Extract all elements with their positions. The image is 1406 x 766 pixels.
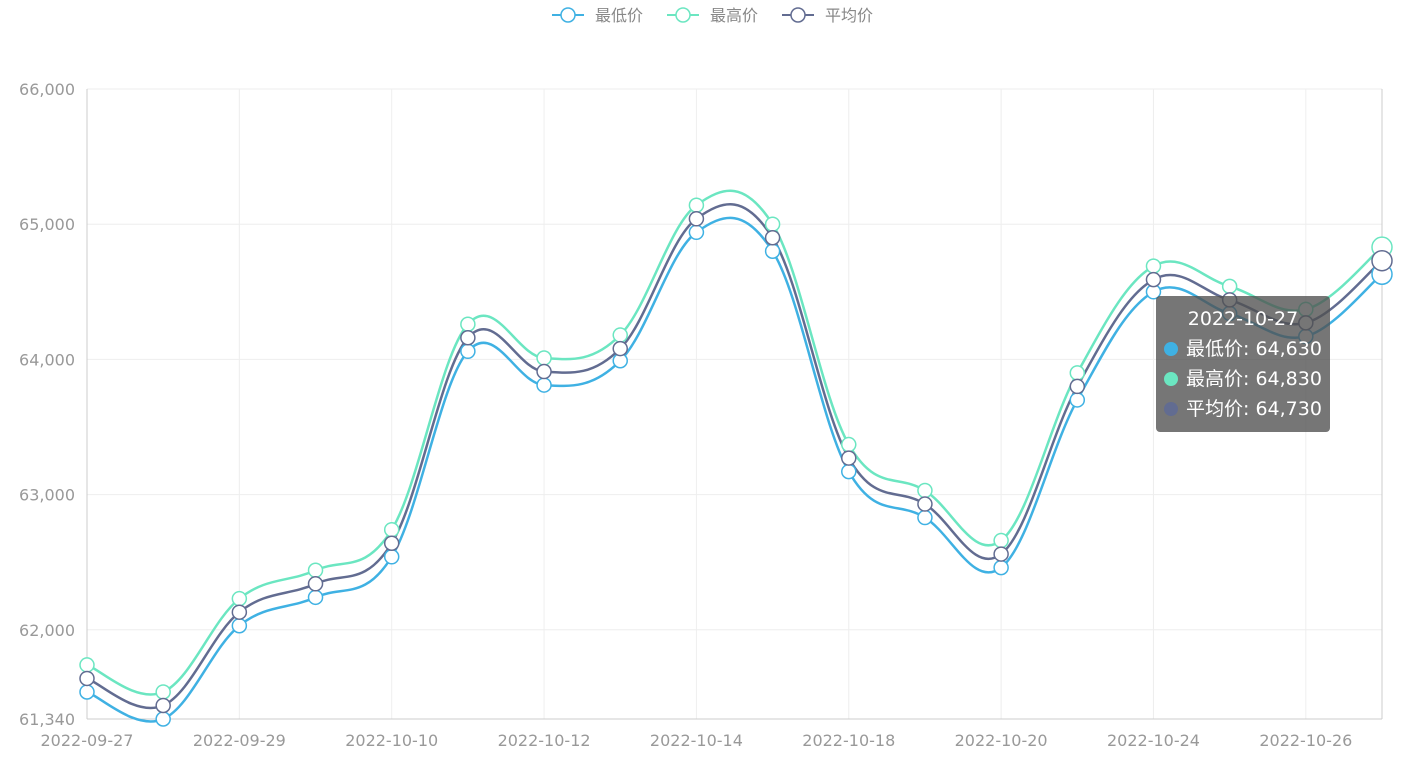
data-point-0: [688, 224, 705, 241]
series-line-1: [86, 189, 1383, 696]
tooltip-avg-marker: [1164, 402, 1178, 416]
x-tick-label: 2022-09-29: [193, 731, 286, 750]
data-point-1: [307, 562, 324, 579]
data-point-0: [79, 684, 95, 700]
data-point-0: [764, 243, 781, 259]
data-point-1: [155, 684, 171, 700]
x-tick-label: 2022-10-18: [802, 731, 895, 750]
data-point-0: [231, 617, 248, 634]
tooltip-min-marker: [1164, 342, 1178, 356]
legend-marker: [560, 7, 576, 23]
tooltip-min-text: 最低价: 64,630: [1186, 338, 1322, 360]
data-point-0: [383, 549, 400, 565]
data-point-1: [1221, 278, 1238, 295]
y-tick-label: 61,340: [19, 710, 75, 729]
x-tick-label: 2022-10-20: [955, 731, 1048, 750]
data-point-0: [1069, 392, 1086, 408]
y-tick-label: 66,000: [19, 80, 75, 99]
data-point-2: [764, 229, 781, 246]
data-point-0: [536, 377, 552, 393]
series-line-2: [86, 203, 1383, 710]
data-point-2: [155, 697, 171, 714]
data-point-1: [79, 657, 95, 673]
data-point-0: [917, 509, 933, 526]
y-tick-label: 63,000: [19, 486, 75, 505]
data-point-2: [536, 363, 552, 380]
data-point-0: [307, 589, 324, 606]
legend-label: 最高价: [710, 6, 758, 25]
data-point-0: [841, 463, 857, 480]
legend-label: 平均价: [825, 6, 873, 25]
tooltip-avg-text: 平均价: 64,730: [1186, 398, 1322, 420]
y-tick-label: 64,000: [19, 350, 75, 369]
legend-marker: [790, 7, 806, 23]
legend-label: 最低价: [595, 6, 643, 25]
data-point-1: [764, 216, 781, 232]
x-tick-label: 2022-09-27: [41, 731, 134, 750]
x-tick-label: 2022-10-10: [345, 731, 438, 750]
data-point-2: [383, 535, 400, 551]
tooltip-max-marker: [1164, 372, 1178, 386]
data-point-2: [231, 604, 248, 620]
data-point-2: [307, 576, 324, 592]
tooltip-title: 2022-10-27: [1187, 308, 1299, 330]
x-tick-label: 2022-10-12: [498, 731, 591, 750]
data-point-1: [460, 316, 476, 332]
legend-marker: [675, 7, 691, 23]
data-point-2: [841, 450, 857, 466]
data-point-2: [1145, 271, 1162, 288]
data-point-1: [536, 350, 552, 366]
data-point-1: [383, 521, 400, 538]
data-point-0: [155, 711, 171, 727]
data-point-2: [993, 546, 1009, 562]
data-point-1: [1069, 365, 1086, 381]
data-point-2: [917, 496, 933, 512]
y-tick-label: 62,000: [19, 621, 75, 640]
data-point-0: [460, 343, 476, 360]
data-point-0: [993, 559, 1009, 576]
x-tick-label: 2022-10-14: [650, 731, 743, 750]
x-tick-label: 2022-10-24: [1107, 731, 1200, 750]
data-point-2: [688, 211, 705, 227]
tooltip-row-min: 最低价: 64,630: [1164, 334, 1322, 364]
tooltip-max-text: 最高价: 64,830: [1186, 368, 1322, 390]
data-point-1: [231, 590, 248, 607]
data-point-1: [688, 197, 705, 214]
tooltip-row-max: 最高价: 64,830: [1164, 364, 1322, 394]
data-point-1: [917, 482, 933, 499]
data-point-2: [612, 340, 628, 357]
data-point-1: [612, 327, 628, 343]
data-point-2: [1069, 378, 1086, 395]
data-point-1: [993, 532, 1009, 549]
data-point-2: [460, 330, 476, 346]
tooltip-row-avg: 平均价: 64,730: [1164, 394, 1322, 424]
y-tick-label: 65,000: [19, 215, 75, 234]
data-point-1: [841, 436, 857, 453]
data-point-2: [79, 670, 95, 687]
data-point-2: [1371, 249, 1393, 272]
series-line-0: [86, 216, 1383, 723]
data-point-1: [1145, 258, 1162, 274]
x-tick-label: 2022-10-26: [1259, 731, 1352, 750]
tooltip: 2022-10-27 最低价: 64,630 最高价: 64,830 平均价: …: [1156, 296, 1330, 432]
